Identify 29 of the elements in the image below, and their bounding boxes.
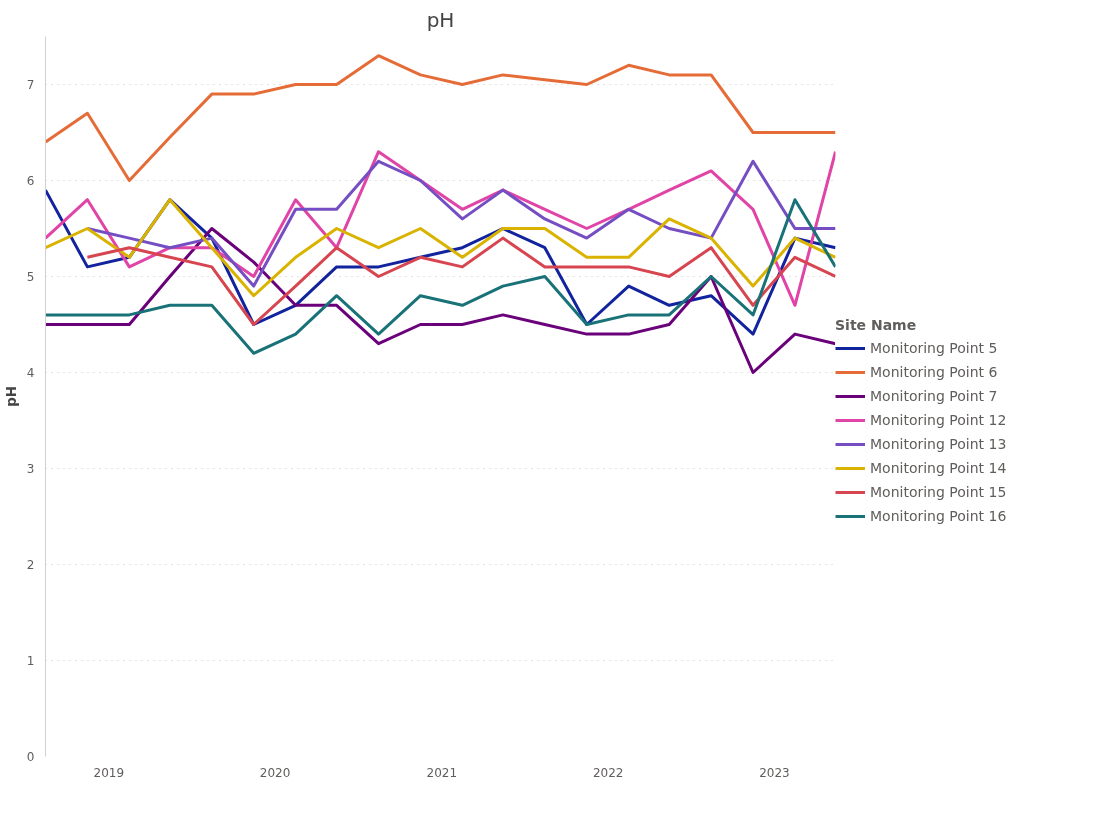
- x-tick-label: 2020: [259, 765, 291, 780]
- y-axis-title: pH: [3, 386, 19, 407]
- x-tick-label: 2021: [426, 765, 458, 780]
- line-series: [85, 236, 836, 326]
- x-tick-label: 2023: [759, 765, 790, 780]
- legend-label: Monitoring Point 6: [870, 364, 998, 380]
- legend-label: Monitoring Point 7: [870, 388, 998, 404]
- legend-label: Monitoring Point 14: [870, 460, 1007, 476]
- legend-label: Monitoring Point 16: [870, 508, 1007, 524]
- line-series: [45, 198, 836, 298]
- legend-label: Monitoring Point 15: [870, 484, 1007, 500]
- x-tick-label: 2019: [93, 765, 125, 780]
- legend-label: Monitoring Point 13: [870, 436, 1007, 452]
- line-series: [45, 198, 836, 355]
- y-tick-label: 0: [26, 750, 35, 764]
- y-tick-label: 2: [26, 558, 35, 572]
- y-tick-label: 1: [26, 654, 35, 668]
- legend-title: Site Name: [835, 317, 918, 333]
- y-tick-label: 5: [26, 270, 35, 284]
- line-series: [45, 54, 836, 182]
- legend-label: Monitoring Point 12: [870, 412, 1007, 428]
- y-tick-label: 3: [26, 462, 35, 476]
- chart-title: pH: [426, 7, 455, 32]
- x-tick-label: 2022: [592, 765, 624, 780]
- y-tick-label: 6: [26, 174, 35, 188]
- y-tick-label: 4: [26, 366, 35, 380]
- line-series: [45, 227, 836, 374]
- y-tick-label: 7: [26, 78, 35, 92]
- legend-label: Monitoring Point 5: [870, 340, 998, 356]
